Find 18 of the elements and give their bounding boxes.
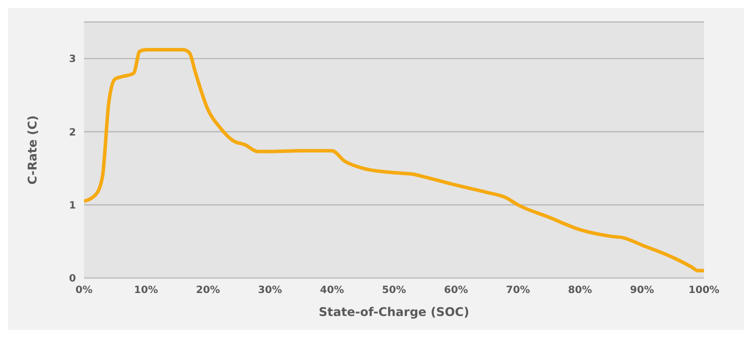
x-tick-label: 100%: [688, 285, 720, 296]
x-tick-label: 0%: [76, 285, 92, 296]
y-axis-title: C-Rate (C): [25, 115, 40, 185]
x-tick-label: 20%: [196, 285, 220, 296]
x-tick-label: 70%: [506, 285, 530, 296]
line-series: [84, 48, 704, 272]
y-tick-label: 2: [69, 127, 76, 138]
x-tick-label: 50%: [382, 285, 406, 296]
x-tick-label: 60%: [444, 285, 468, 296]
x-tick-label: 40%: [320, 285, 344, 296]
x-tick-label: 30%: [258, 285, 282, 296]
x-axis-title: State-of-Charge (SOC): [318, 305, 470, 319]
y-tick-label: 1: [69, 200, 76, 212]
x-tick-label: 80%: [568, 285, 592, 296]
y-tick-label: 3: [69, 54, 76, 66]
x-tick-label: 90%: [630, 285, 654, 296]
x-tick-label: 10%: [134, 285, 158, 296]
y-tick-label: 0: [69, 274, 76, 285]
